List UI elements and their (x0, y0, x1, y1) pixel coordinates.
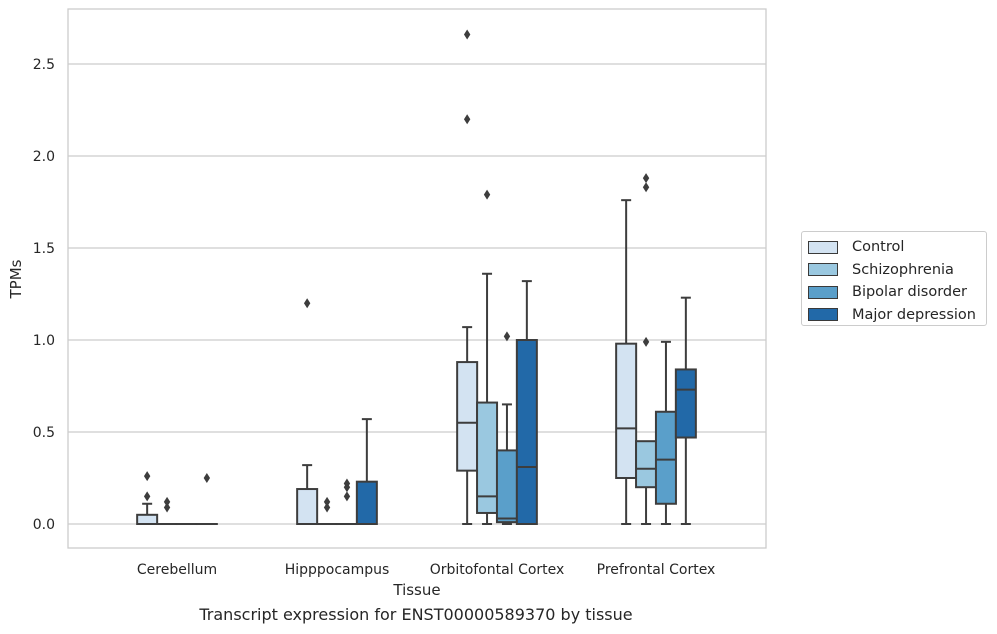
legend-item-bipolar-disorder: Bipolar disorder (808, 281, 986, 304)
legend-item-schizophrenia: Schizophrenia (808, 259, 986, 282)
outlier-point (503, 331, 511, 342)
box-control (615, 199, 638, 525)
x-tick-label: Prefrontal Cortex (597, 562, 716, 578)
legend-item-control: Control (808, 236, 986, 259)
box-major-depression (515, 280, 538, 525)
legend-label-major-depression: Major depression (852, 306, 976, 323)
legend-swatch-control (808, 240, 838, 254)
figure-caption: Transcript expression for ENST0000058937… (199, 605, 633, 624)
legend-swatch-schizophrenia (808, 263, 838, 277)
box-iqr (654, 410, 677, 505)
box-schizophrenia (316, 496, 339, 526)
y-tick-label: 0.5 (33, 425, 55, 441)
legend-label-schizophrenia: Schizophrenia (852, 261, 954, 278)
legend-swatch-bipolar-disorder (808, 285, 838, 299)
outlier-point (642, 336, 650, 347)
y-tick-label: 1.5 (33, 241, 55, 257)
box-iqr (456, 361, 479, 472)
outlier-point (143, 471, 151, 482)
outlier-point (463, 114, 471, 125)
box-bipolar-disorder (495, 331, 518, 525)
y-tick-label: 2.0 (33, 149, 55, 165)
box-iqr (515, 339, 538, 525)
box-major-depression (355, 418, 378, 525)
box-schizophrenia (476, 189, 499, 525)
outlier-point (143, 491, 151, 502)
outlier-point (343, 478, 351, 489)
box-iqr (495, 449, 518, 524)
box-iqr (355, 480, 378, 525)
outlier-point (463, 29, 471, 40)
outlier-point (303, 298, 311, 309)
outlier-point (323, 496, 331, 507)
legend-label-bipolar-disorder: Bipolar disorder (852, 284, 967, 301)
outlier-point (203, 473, 211, 483)
y-tick-labels: 0.0 0.5 1.0 1.5 2.0 2.5 (33, 57, 55, 533)
box-major-depression (195, 473, 218, 526)
y-axis-label: TPMs (7, 259, 25, 299)
box-iqr (674, 368, 697, 439)
box-series (136, 29, 697, 526)
legend: Control Schizophrenia Bipolar disorder M… (801, 231, 987, 326)
y-tick-label: 1.0 (33, 333, 55, 349)
x-tick-label: Orbitofontal Cortex (430, 562, 565, 578)
x-tick-label: Hipppocampus (285, 562, 390, 578)
outlier-point (163, 502, 171, 513)
outlier-point (642, 173, 650, 184)
outlier-point (483, 189, 491, 200)
box-iqr (296, 488, 319, 526)
box-major-depression (674, 296, 697, 525)
outlier-point (163, 496, 171, 507)
box-iqr (615, 342, 638, 479)
box-iqr (635, 440, 658, 489)
box-schizophrenia (156, 496, 179, 526)
box-schizophrenia (635, 173, 658, 525)
legend-label-control: Control (852, 239, 905, 256)
box-control (296, 298, 319, 526)
legend-item-major-depression: Major depression (808, 304, 986, 327)
x-tick-labels: Cerebellum Hipppocampus Orbitofontal Corte… (137, 562, 715, 578)
y-tick-label: 2.5 (33, 57, 55, 73)
y-tick-label: 0.0 (33, 517, 55, 533)
box-bipolar-disorder (654, 340, 677, 525)
x-tick-label: Cerebellum (137, 562, 217, 578)
outlier-point (343, 491, 351, 502)
plot-frame (67, 8, 767, 549)
box-bipolar-disorder (335, 478, 358, 526)
box-control (136, 471, 159, 525)
outlier-point (642, 182, 650, 193)
outlier-point (323, 502, 331, 513)
box-iqr (136, 513, 159, 525)
x-axis-label: Tissue (392, 581, 440, 599)
box-control (456, 29, 479, 525)
legend-swatch-major-depression (808, 308, 838, 322)
